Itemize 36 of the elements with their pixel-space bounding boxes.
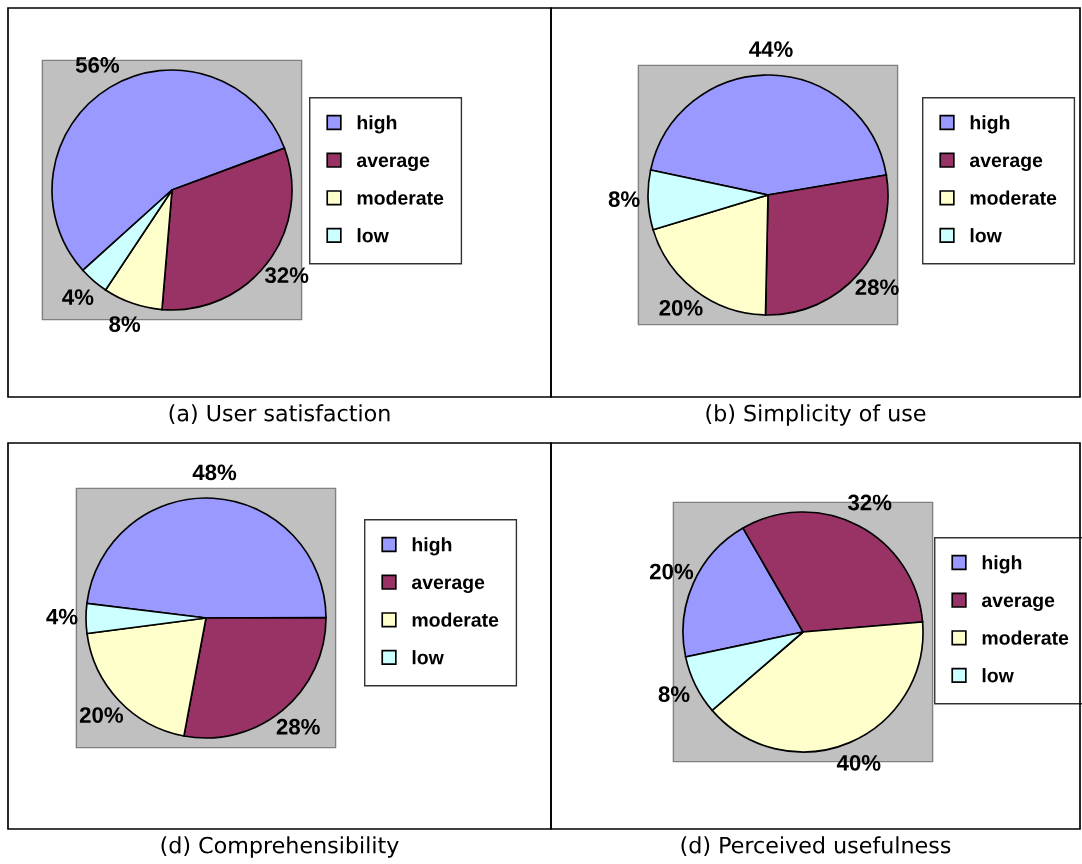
- data-label: 8%: [608, 191, 640, 207]
- text: (a) User satisfaction: [169, 404, 390, 425]
- legend-label: low: [412, 650, 444, 665]
- legend-label: low: [982, 668, 1014, 683]
- legend-label: average: [411, 578, 485, 594]
- legend-label: low: [970, 228, 1002, 243]
- data-label: 28%: [855, 279, 899, 296]
- text: (d) Perceived usefulness: [681, 836, 951, 857]
- data-label: 32%: [264, 267, 309, 284]
- legend-label: moderate: [982, 630, 1069, 645]
- legend-label: moderate: [970, 190, 1057, 205]
- legend-label: high: [357, 115, 397, 134]
- data-label: 32%: [847, 494, 892, 511]
- legend-label: average: [981, 596, 1055, 612]
- legend-label: low: [357, 228, 389, 243]
- legend-label: moderate: [357, 190, 444, 205]
- data-label: 4%: [62, 289, 94, 305]
- data-label: 8%: [109, 316, 141, 332]
- data-label: 48%: [192, 464, 237, 481]
- data-label: 40%: [836, 754, 881, 771]
- data-label: 20%: [79, 707, 124, 723]
- legend-label: high: [412, 537, 452, 556]
- legend-label: high: [982, 555, 1022, 574]
- data-label: 20%: [659, 299, 703, 316]
- legend-label: average: [356, 156, 430, 172]
- data-label: 8%: [658, 686, 690, 702]
- data-label: 44%: [749, 41, 793, 57]
- legend-label: high: [970, 115, 1010, 134]
- data-label: 28%: [276, 718, 320, 735]
- data-label: 20%: [649, 563, 694, 580]
- text: (b) Simplicity of use: [706, 404, 926, 426]
- text: (d) Comprehensibility: [161, 836, 399, 858]
- data-label: 4%: [46, 608, 78, 625]
- data-label: 56%: [75, 57, 120, 73]
- legend-label: average: [969, 156, 1043, 172]
- legend-label: moderate: [412, 612, 499, 627]
